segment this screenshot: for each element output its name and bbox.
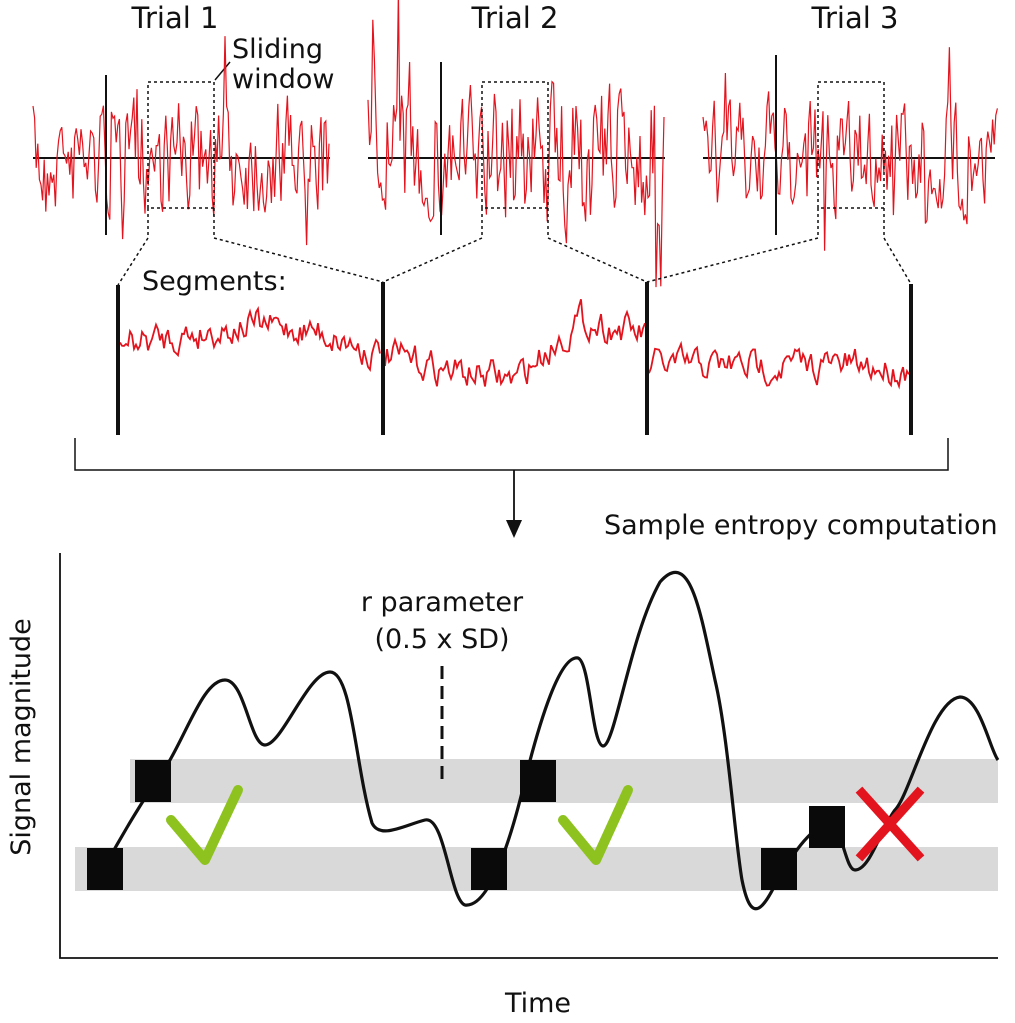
plot-axes (59, 553, 998, 959)
trial-2-trace (367, 0, 665, 288)
window-to-segment-connectors (117, 208, 912, 286)
flow-arrow-head (506, 520, 522, 538)
template-point-1a (87, 848, 123, 890)
computation-label: Sample entropy computation (604, 510, 998, 541)
segments-label: Segments: (142, 266, 287, 297)
trial-3-sliding-window (817, 81, 885, 209)
y-axis-label: Signal magnitude (6, 618, 37, 856)
segment-2-trace (384, 299, 646, 387)
trial-3-signal (702, 47, 998, 251)
template-point-2a (471, 848, 507, 890)
segment-3-trace (648, 340, 910, 390)
template-point-1b (135, 760, 171, 802)
x-axis-label: Time (504, 988, 571, 1019)
trial-2-title: Trial 2 (471, 1, 559, 35)
template-point-3a (761, 848, 797, 890)
r-parameter-value: (0.5 x SD) (374, 624, 509, 655)
check-icon (166, 785, 243, 865)
sliding-window-leader (214, 61, 231, 81)
trial-1-sliding-window (147, 81, 215, 209)
trial-1-signal (32, 36, 330, 246)
segment-1-trace (119, 305, 381, 372)
check-icon (558, 785, 633, 865)
tolerance-band-upper (130, 759, 998, 803)
example-signal-curve (102, 570, 1000, 911)
trial-1-trace (32, 36, 330, 246)
segments-bracket (74, 438, 949, 471)
r-parameter-label: r parameter (361, 587, 524, 618)
trial-1-title: Trial 1 (131, 1, 219, 35)
segment-boundaries (116, 282, 913, 435)
sliding-window-label-line2: window (232, 64, 334, 95)
entropy-plot: r parameter (0.5 x SD) Signal magnitude … (6, 553, 1000, 1019)
trial-3-trace (702, 47, 998, 251)
template-point-2b (520, 760, 556, 802)
trial-2-sliding-window (481, 81, 549, 209)
trial-2-signal (367, 0, 665, 288)
sliding-window-label-line1: Sliding (232, 34, 323, 65)
cross-icon (855, 786, 925, 862)
template-point-3b (809, 806, 845, 848)
trial-3-title: Trial 3 (811, 1, 899, 35)
